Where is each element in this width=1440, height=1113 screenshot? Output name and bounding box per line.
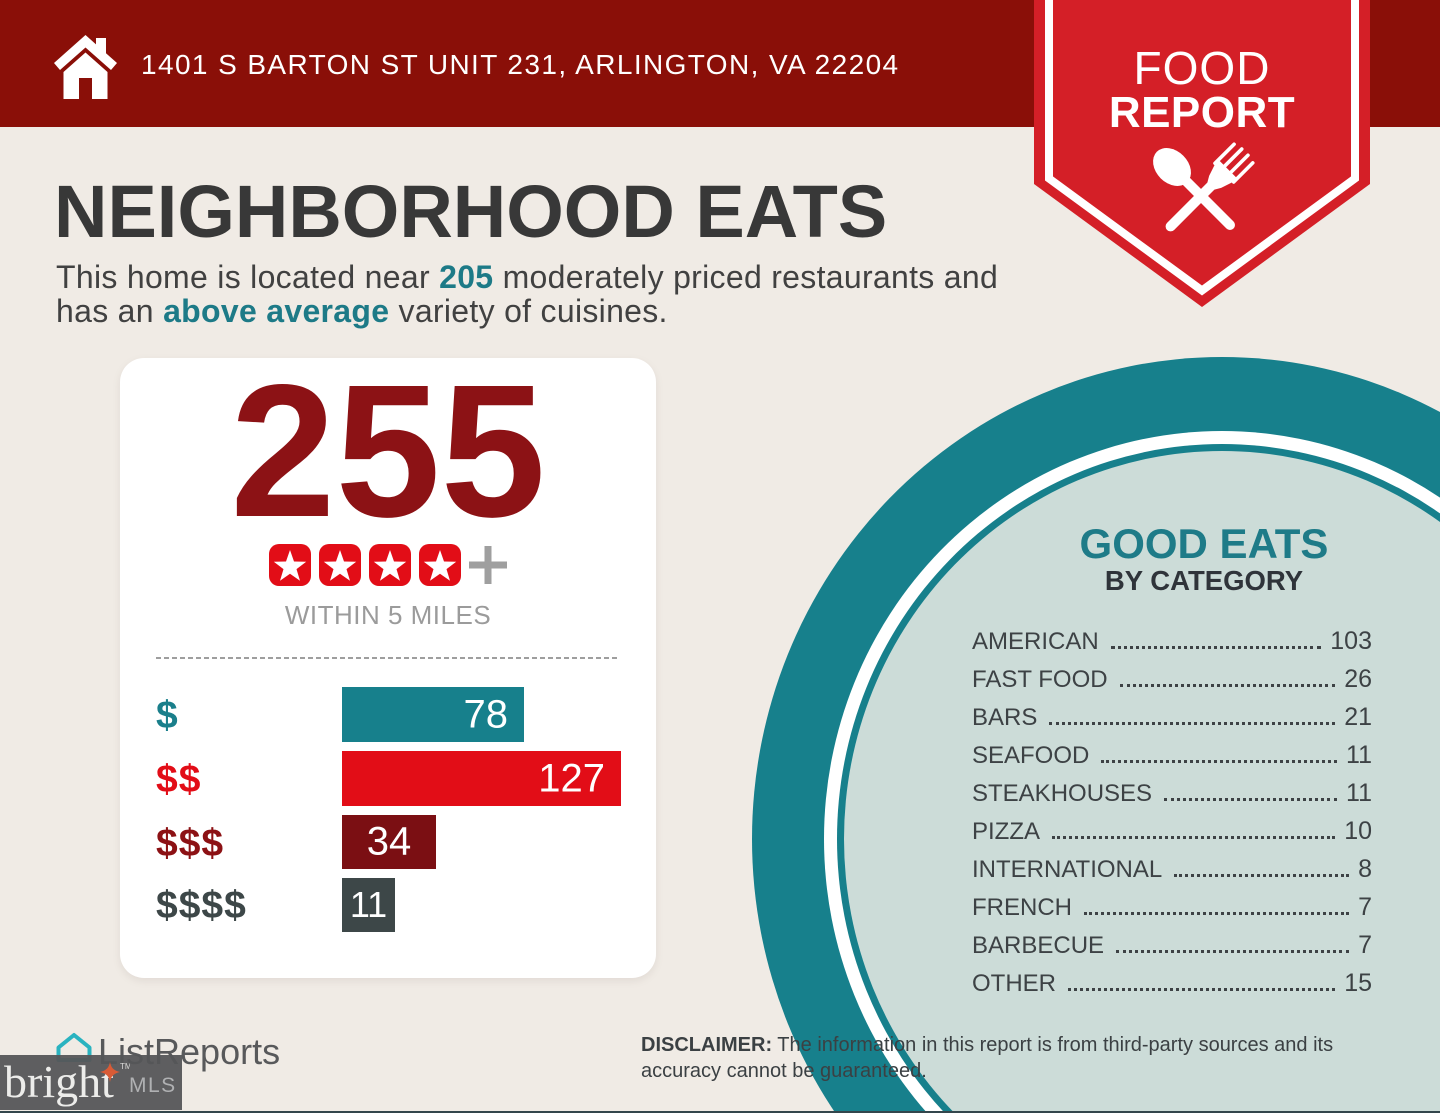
svg-text:TM: TM bbox=[120, 1062, 130, 1071]
svg-text:FOOD: FOOD bbox=[1134, 42, 1271, 94]
svg-text:REPORT: REPORT bbox=[1109, 88, 1295, 137]
